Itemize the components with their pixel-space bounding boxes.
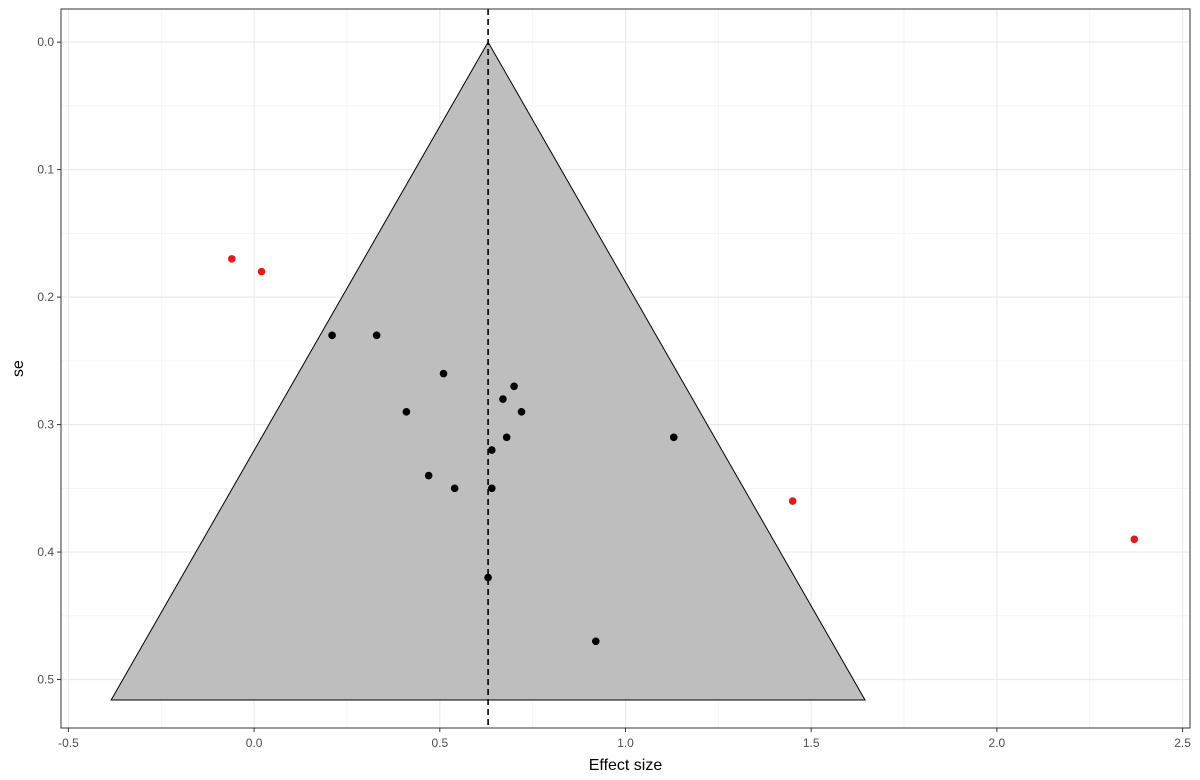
y-tick-label: 0.2 — [37, 290, 54, 304]
x-tick-label: 2.0 — [989, 736, 1006, 750]
study-point — [328, 331, 336, 340]
x-tick-label: -0.5 — [58, 736, 79, 750]
y-tick-label: 0.5 — [37, 673, 54, 687]
study-point — [488, 484, 496, 493]
x-axis-title: Effect size — [589, 757, 663, 774]
study-point — [402, 408, 411, 416]
y-axis-title: se — [10, 360, 27, 377]
study-point — [510, 382, 518, 391]
study-point — [484, 573, 492, 582]
study-point — [499, 395, 507, 403]
study-point — [591, 637, 600, 646]
outlier-point — [788, 497, 797, 505]
study-point — [450, 484, 459, 493]
x-axis: -0.5 0.0 0.5 1.0 1.5 2.0 2.5 — [58, 728, 1191, 750]
x-tick-label: 0.5 — [431, 736, 448, 750]
x-tick-label: 2.5 — [1174, 736, 1191, 750]
y-tick-label: 0.4 — [37, 545, 54, 559]
study-point — [439, 369, 448, 378]
outlier-point — [257, 267, 266, 276]
study-point — [488, 446, 496, 454]
study-point — [669, 433, 678, 442]
study-point — [502, 433, 511, 442]
y-axis: 0.0 0.1 0.2 0.3 0.4 0.5 — [37, 35, 61, 687]
y-tick-label: 0.1 — [37, 163, 54, 177]
x-tick-label: 1.0 — [617, 736, 634, 750]
y-tick-label: 0.3 — [37, 418, 54, 432]
study-point — [372, 331, 381, 340]
study-point — [517, 408, 526, 416]
x-tick-label: 0.0 — [246, 736, 263, 750]
outlier-point — [1130, 535, 1139, 544]
study-points — [228, 255, 1139, 646]
x-tick-label: 1.5 — [803, 736, 820, 750]
outlier-point — [228, 255, 236, 263]
study-point — [424, 471, 433, 480]
y-tick-label: 0.0 — [37, 35, 54, 49]
